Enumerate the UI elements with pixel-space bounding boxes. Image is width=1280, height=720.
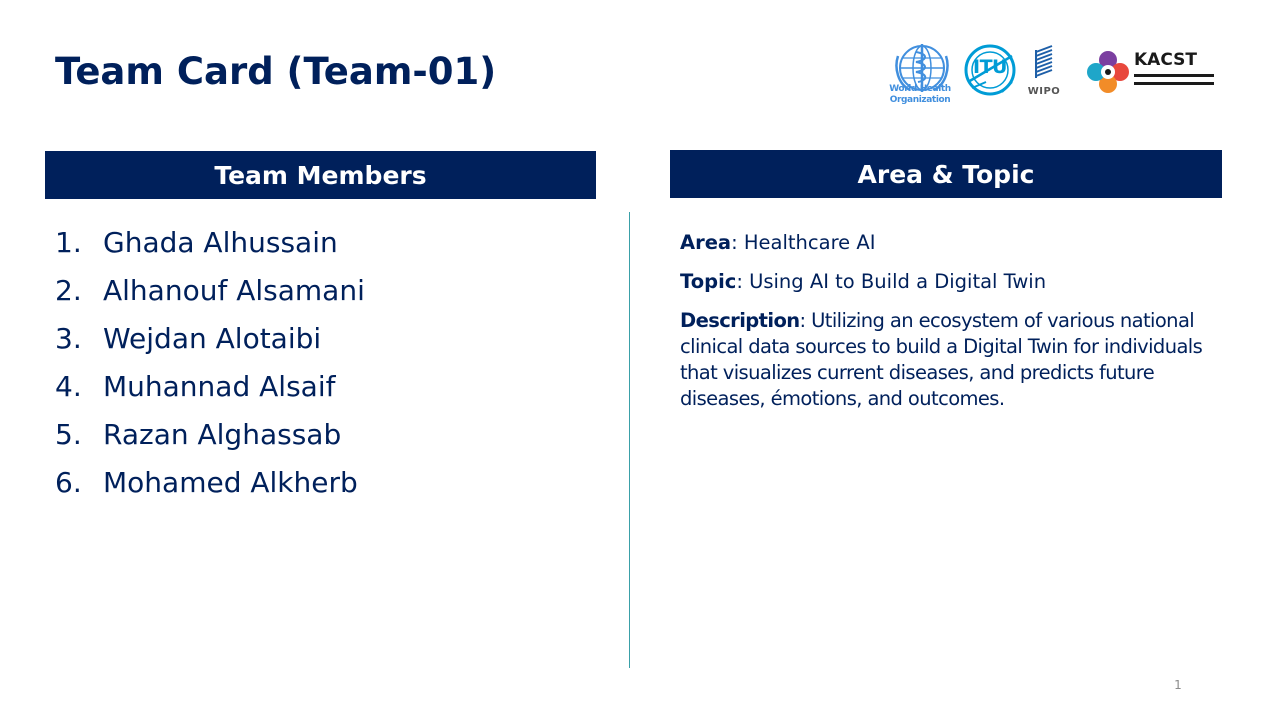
column-divider — [629, 212, 630, 668]
team-members-header: Team Members — [45, 151, 596, 199]
list-item: 3. Wejdan Alotaibi — [55, 322, 365, 370]
member-number: 1. — [55, 226, 82, 259]
member-name: Mohamed Alkherb — [103, 466, 358, 499]
member-number: 6. — [55, 466, 82, 499]
who-emblem-icon — [895, 44, 949, 92]
member-number: 5. — [55, 418, 82, 451]
list-item: 1. Ghada Alhussain — [55, 226, 365, 274]
member-name: Ghada Alhussain — [103, 226, 338, 259]
area-line: Area: Healthcare AI — [680, 230, 1210, 256]
page-number: 1 — [1174, 678, 1182, 692]
partner-logos: World Health Organization ITU — [886, 40, 1226, 112]
member-name: Wejdan Alotaibi — [103, 322, 322, 355]
topic-value: : Using AI to Build a Digital Twin — [736, 270, 1047, 293]
team-members-list: 1. Ghada Alhussain 2. Alhanouf Alsamani … — [55, 226, 365, 514]
who-line1: World Health — [889, 84, 951, 94]
wipo-text: WIPO — [1027, 86, 1061, 97]
topic-label: Topic — [680, 270, 737, 293]
itu-text: ITU — [973, 56, 1007, 78]
wipo-lines-icon — [1035, 45, 1053, 78]
member-name: Muhannad Alsaif — [103, 370, 336, 403]
list-item: 6. Mohamed Alkherb — [55, 466, 365, 514]
member-name: Alhanouf Alsamani — [103, 274, 365, 307]
who-line2: Organization — [889, 95, 951, 105]
kacst-logo: KACST — [1086, 46, 1220, 96]
description-line: Description: Utilizing an ecosystem of v… — [680, 308, 1210, 412]
itu-logo: ITU — [962, 42, 1018, 98]
member-number: 3. — [55, 322, 82, 355]
kacst-flower-icon — [1087, 51, 1129, 93]
list-item: 5. Razan Alghassab — [55, 418, 365, 466]
area-topic-header: Area & Topic — [670, 150, 1222, 198]
who-logo: World Health Organization — [886, 40, 954, 110]
area-value: : Healthcare AI — [731, 231, 876, 254]
itu-globe-icon — [964, 44, 1016, 96]
kacst-arabic-lines — [1134, 74, 1216, 85]
kacst-text: KACST — [1134, 50, 1197, 70]
description-label: Description — [680, 309, 800, 332]
topic-line: Topic: Using AI to Build a Digital Twin — [680, 269, 1210, 295]
member-name: Razan Alghassab — [103, 418, 342, 451]
description-value: : Utilizing an ecosystem of various nati… — [680, 309, 1203, 410]
member-number: 2. — [55, 274, 82, 307]
list-item: 2. Alhanouf Alsamani — [55, 274, 365, 322]
member-number: 4. — [55, 370, 82, 403]
slide-title: Team Card (Team-01) — [55, 50, 497, 93]
area-topic-content: Area: Healthcare AI Topic: Using AI to B… — [680, 230, 1210, 425]
wipo-logo: WIPO — [1022, 42, 1066, 100]
area-label: Area — [680, 231, 732, 254]
list-item: 4. Muhannad Alsaif — [55, 370, 365, 418]
